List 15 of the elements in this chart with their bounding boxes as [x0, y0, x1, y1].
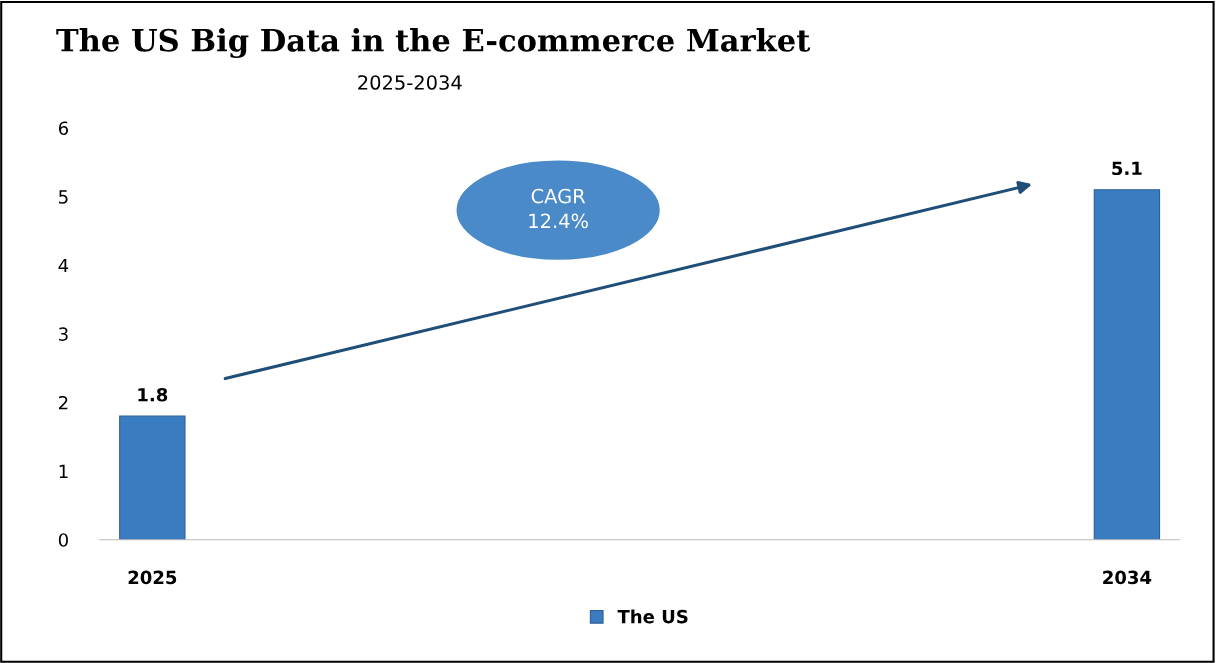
data-label: 5.1: [1112, 161, 1142, 176]
data-label: 1.8: [138, 387, 168, 402]
x-tick-label: 2025: [128, 570, 177, 585]
annotation: CAGR 12.4%: [529, 188, 588, 229]
y-tick-label: 1: [59, 464, 68, 478]
y-tick-label: 2: [58, 395, 68, 410]
x-tick-label: 2034: [1103, 570, 1152, 585]
y-tick-label: 5: [59, 190, 68, 204]
y-tick-label: 6: [58, 121, 69, 136]
chart-subtitle: 2025-2034: [358, 75, 462, 90]
y-tick-label: 0: [58, 533, 68, 547]
chart-title: The US Big Data in the E-commerce Market: [56, 28, 811, 59]
legend-label: The US: [617, 609, 688, 624]
y-tick-label: 4: [58, 258, 69, 273]
y-tick-label: 3: [59, 327, 68, 341]
